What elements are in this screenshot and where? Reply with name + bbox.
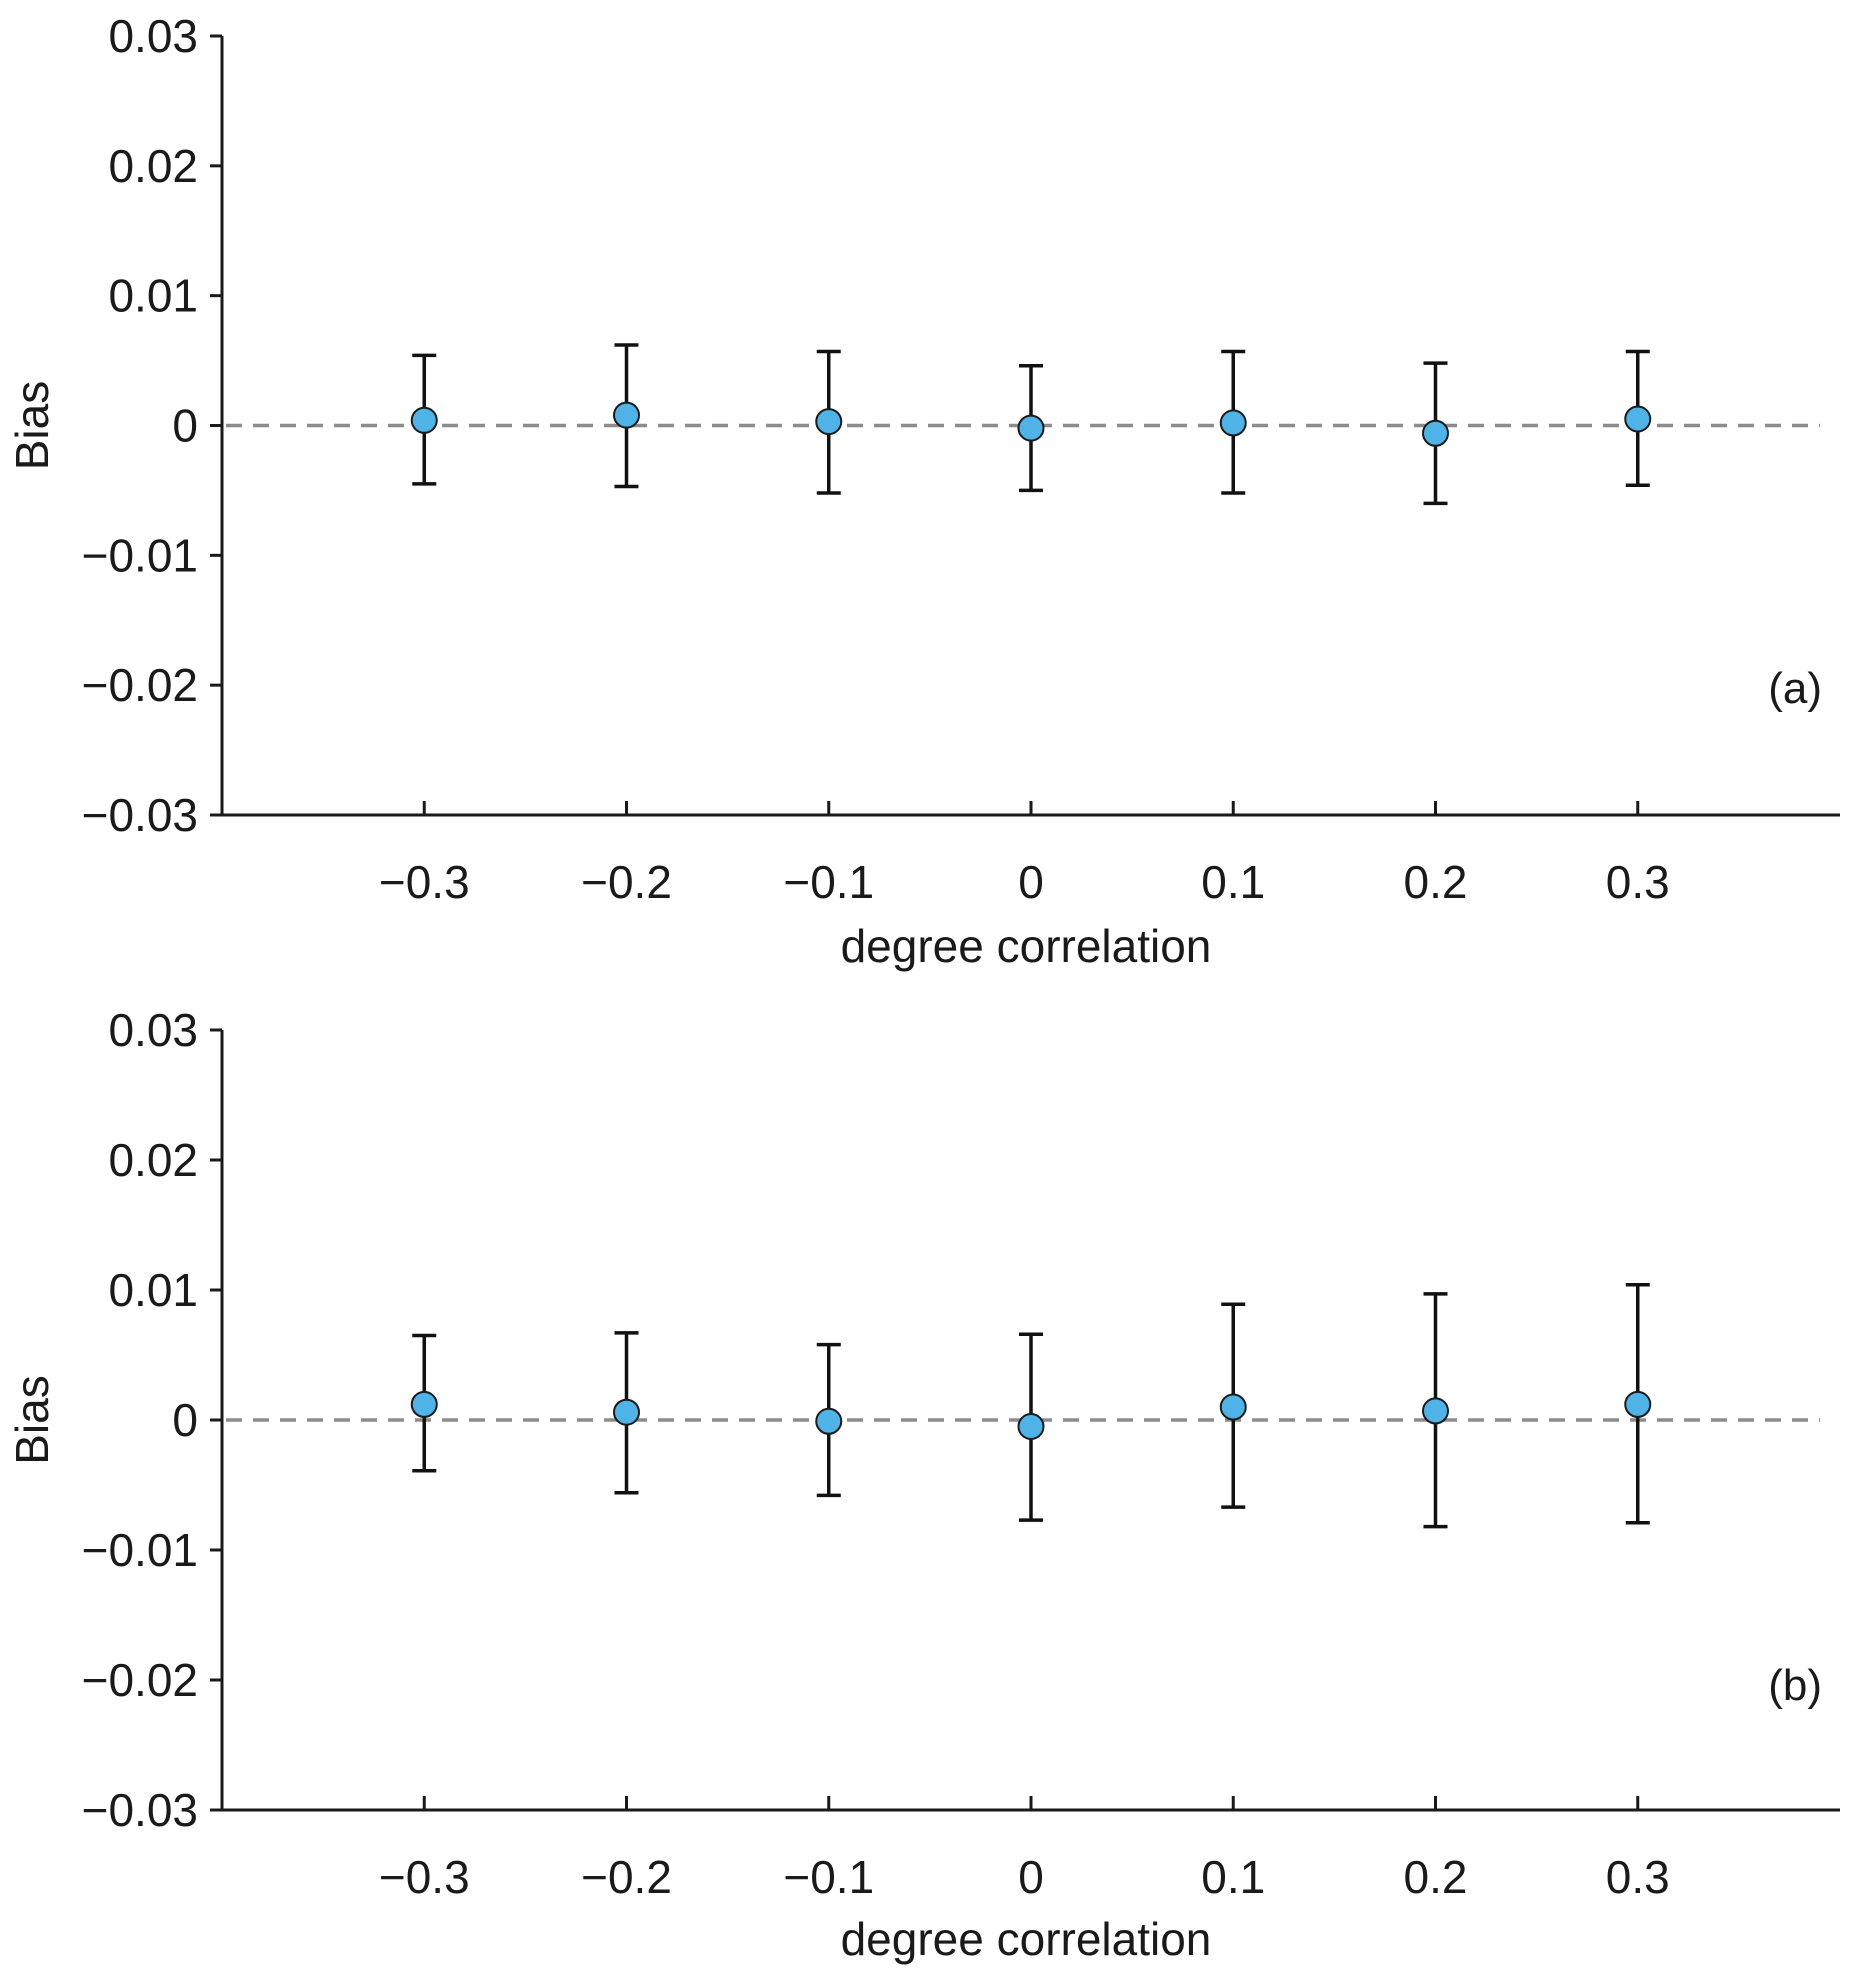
data-point xyxy=(1219,1393,1247,1421)
chart-panel-a: 0.03 0.02 0.01 0 −0.01 −0.02 −0.03 −0.3 −0.2 −0.1… xyxy=(6,10,1840,972)
y-tick-label: −0.01 xyxy=(82,1524,198,1576)
y-tick-label: 0 xyxy=(172,400,198,452)
y-tick-label: 0.02 xyxy=(108,140,198,192)
data-point xyxy=(1422,1397,1449,1425)
data-point xyxy=(815,408,843,436)
x-tick-label: 0.2 xyxy=(1404,1851,1468,1903)
y-tick-label: −0.03 xyxy=(82,789,198,841)
data-point xyxy=(1624,405,1652,433)
y-tick-label: −0.03 xyxy=(82,1784,198,1836)
x-tick-label: −0.1 xyxy=(783,856,874,908)
y-axis-title: Bias xyxy=(6,381,58,470)
data-point xyxy=(1219,409,1247,437)
data-point xyxy=(410,406,438,434)
x-tick-label: −0.2 xyxy=(581,1851,672,1903)
data-point xyxy=(410,1390,438,1418)
chart-panel-b: 0.03 0.02 0.01 0 −0.01 −0.02 −0.03 −0.3 −0.2 −0.1… xyxy=(6,1004,1840,1965)
x-tick-label: 0.1 xyxy=(1201,856,1265,908)
data-point xyxy=(1624,1390,1652,1418)
panel-label: (b) xyxy=(1768,1661,1822,1710)
data-point xyxy=(1017,414,1045,442)
panel-label: (a) xyxy=(1768,664,1822,713)
x-tick-label: 0.1 xyxy=(1201,1851,1265,1903)
data-point xyxy=(815,1407,843,1435)
data-point xyxy=(1017,1413,1045,1440)
y-tick-label: −0.01 xyxy=(82,529,198,581)
x-tick-label: −0.1 xyxy=(783,1851,874,1903)
x-tick-label: −0.2 xyxy=(581,856,672,908)
y-tick-label: 0 xyxy=(172,1394,198,1446)
x-tick-label: 0.2 xyxy=(1404,856,1468,908)
y-tick-label: −0.02 xyxy=(82,659,198,711)
y-tick-label: 0.01 xyxy=(108,1264,198,1316)
data-point xyxy=(1422,419,1449,447)
x-tick-label: 0.3 xyxy=(1606,856,1670,908)
y-axis-title: Bias xyxy=(6,1375,58,1464)
x-axis-title: degree correlation xyxy=(841,1913,1212,1965)
y-tick-label: −0.02 xyxy=(82,1654,198,1706)
x-tick-label: 0 xyxy=(1018,856,1044,908)
x-tick-label: −0.3 xyxy=(379,856,470,908)
y-tick-label: 0.02 xyxy=(108,1134,198,1186)
x-tick-label: −0.3 xyxy=(379,1851,470,1903)
y-tick-label: 0.01 xyxy=(108,270,198,322)
y-tick-label: 0.03 xyxy=(108,1004,198,1056)
y-tick-label: 0.03 xyxy=(108,10,198,62)
x-axis-title: degree correlation xyxy=(841,920,1212,972)
data-point xyxy=(613,401,640,429)
data-point xyxy=(613,1398,640,1426)
x-tick-label: 0 xyxy=(1018,1851,1044,1903)
x-tick-label: 0.3 xyxy=(1606,1851,1670,1903)
